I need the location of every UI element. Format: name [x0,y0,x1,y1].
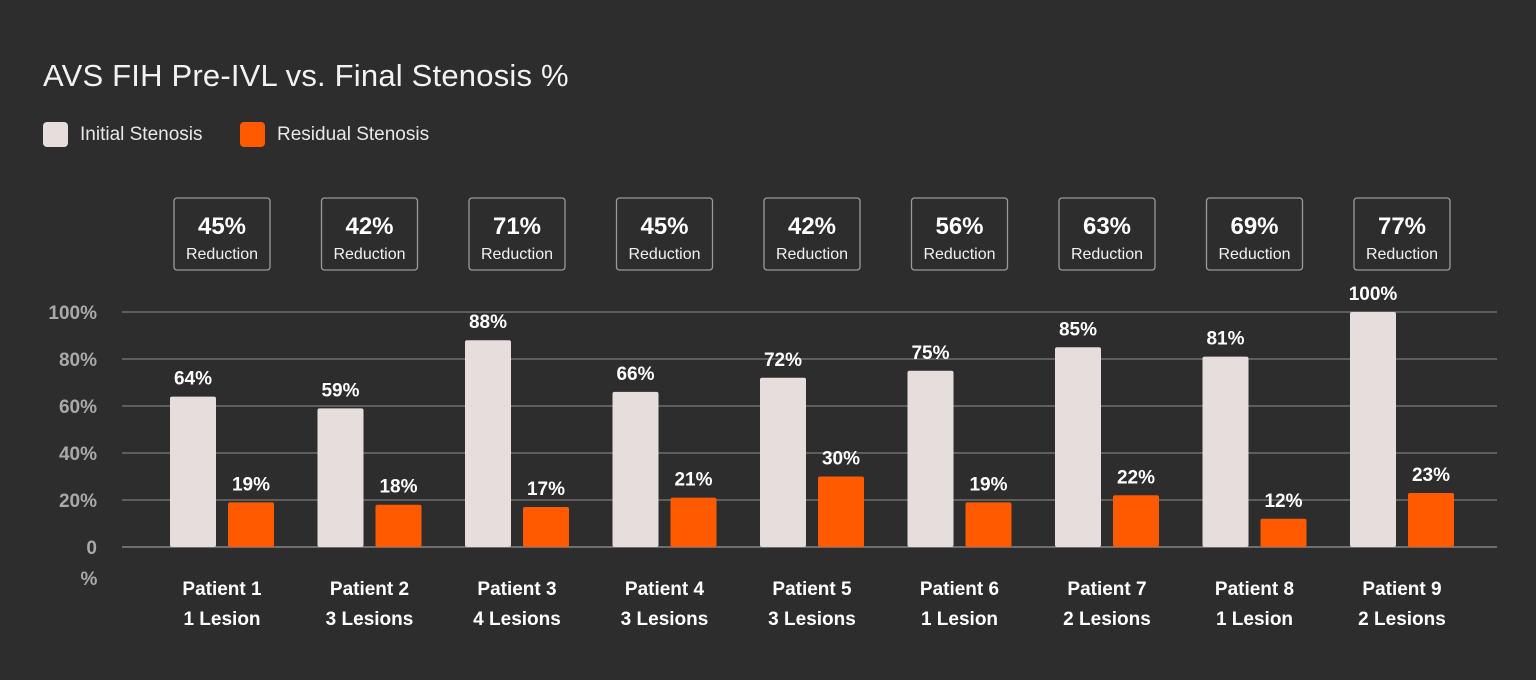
x-tick-label-lesions: 1 Lesion [1216,609,1293,630]
y-tick-label: 40% [59,444,97,465]
legend-item-initial[interactable]: Initial Stenosis [43,122,203,147]
reduction-box [763,197,861,271]
reduction-box [615,197,714,271]
reduction-box [320,197,419,271]
reduction-value: 45% [198,213,246,240]
reduction-box [1058,197,1156,271]
data-label-initial: 75% [911,343,949,364]
x-tick-label-patient: Patient 4 [625,579,705,600]
x-tick-label-patient: Patient 5 [772,579,852,600]
data-label-initial: 59% [321,380,359,401]
reduction-label: Reduction [776,246,848,263]
reduction-label: Reduction [186,246,258,263]
bar-residual [670,497,717,547]
data-label-residual: 19% [232,474,270,495]
reduction-value: 63% [1083,213,1131,240]
bar-initial [317,408,364,547]
legend-label-initial: Initial Stenosis [80,123,203,145]
reduction-label: Reduction [1071,246,1143,263]
bar-residual [228,502,274,547]
reduction-label: Reduction [481,246,553,263]
y-tick-label: 60% [59,397,97,418]
x-tick-label-patient: Patient 9 [1362,579,1441,600]
reduction-box [468,197,566,271]
x-tick-label-patient: Patient 2 [330,579,409,600]
data-label-initial: 88% [469,312,507,333]
reduction-label: Reduction [1366,246,1438,263]
x-tick-label-lesions: 3 Lesions [621,609,709,630]
x-tick-label-lesions: 1 Lesion [921,609,998,630]
x-tick-label-lesions: 2 Lesions [1063,609,1151,630]
y-tick-label: 80% [59,350,97,371]
data-label-initial: 66% [616,364,654,385]
x-tick-label-lesions: 1 Lesion [183,609,260,630]
chart-title: AVS FIH Pre-IVL vs. Final Stenosis % [43,58,569,93]
bar-initial [1055,347,1101,547]
data-label-residual: 17% [527,479,565,500]
reduction-label: Reduction [333,246,405,263]
y-tick-label: 20% [59,491,97,512]
reduction-label: Reduction [1218,246,1290,263]
data-label-initial: 85% [1059,319,1097,340]
bar-initial [465,340,511,547]
bar-residual [523,507,569,547]
bar-residual [1408,492,1454,547]
x-tick-label-lesions: 3 Lesions [326,609,414,630]
data-label-initial: 72% [764,350,802,371]
x-tick-label-patient: Patient 8 [1215,579,1294,600]
reduction-value: 71% [493,213,541,240]
y-tick-label: 100% [48,303,97,324]
bar-initial [1350,312,1396,547]
reduction-value: 56% [935,213,983,240]
reduction-label: Reduction [923,246,995,263]
reduction-value: 45% [640,213,688,240]
bar-residual [1260,518,1307,547]
bar-initial [612,391,659,547]
data-label-initial: 81% [1206,329,1244,350]
bar-initial [170,396,216,547]
legend-label-residual: Residual Stenosis [277,123,430,145]
x-tick-label-patient: Patient 3 [477,579,556,600]
data-label-residual: 18% [379,477,417,498]
x-tick-label-patient: Patient 7 [1067,579,1146,600]
reduction-box [1353,197,1451,271]
legend-swatch-residual [240,122,265,147]
bar-residual [818,476,864,547]
data-label-residual: 23% [1412,465,1450,486]
bar-initial [1202,356,1249,547]
data-label-residual: 19% [969,474,1007,495]
reduction-value: 42% [345,213,393,240]
data-label-residual: 12% [1264,491,1302,512]
reduction-box [173,197,271,271]
x-tick-label-lesions: 2 Lesions [1358,609,1446,630]
reduction-value: 77% [1378,213,1426,240]
data-label-initial: 100% [1349,284,1398,305]
bar-residual [1113,495,1159,547]
x-tick-label-patient: Patient 1 [182,579,262,600]
y-tick-label: 0 [86,538,97,559]
legend-swatch-initial [43,122,68,147]
reduction-label: Reduction [628,246,700,263]
data-label-residual: 21% [674,470,712,491]
bar-residual [965,502,1012,547]
data-label-residual: 30% [822,449,860,470]
legend-item-residual[interactable]: Residual Stenosis [240,122,429,147]
bar-initial [760,377,806,547]
data-label-residual: 22% [1117,467,1155,488]
reduction-box [1205,197,1304,271]
x-tick-label-patient: Patient 6 [920,579,999,600]
bar-residual [375,504,422,547]
reduction-box [910,197,1009,271]
reduction-value: 69% [1230,213,1278,240]
bar-initial [907,370,954,547]
x-tick-label-lesions: 3 Lesions [768,609,856,630]
reduction-value: 42% [788,213,836,240]
y-unit-label: % [81,569,98,590]
data-label-initial: 64% [174,369,212,390]
x-tick-label-lesions: 4 Lesions [473,609,561,630]
